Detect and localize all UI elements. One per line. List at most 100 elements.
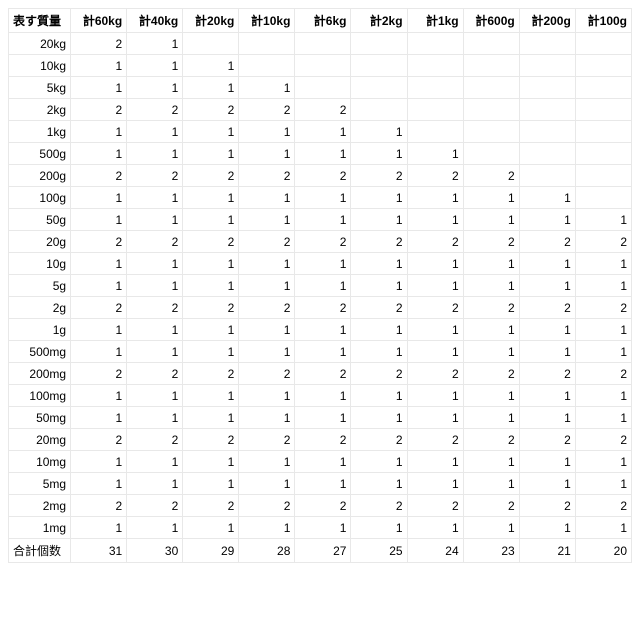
cell: 2 xyxy=(127,231,183,253)
cell: 1 xyxy=(463,517,519,539)
table-row: 200mg2222222222 xyxy=(9,363,632,385)
cell: 1 xyxy=(239,319,295,341)
cell: 1 xyxy=(239,473,295,495)
cell xyxy=(351,99,407,121)
cell: 1 xyxy=(71,209,127,231)
row-label: 50g xyxy=(9,209,71,231)
cell: 1 xyxy=(183,473,239,495)
cell: 1 xyxy=(295,517,351,539)
table-row: 1g1111111111 xyxy=(9,319,632,341)
row-label: 5g xyxy=(9,275,71,297)
cell: 2 xyxy=(127,165,183,187)
cell: 1 xyxy=(239,143,295,165)
cell: 2 xyxy=(239,99,295,121)
col-header: 計60kg xyxy=(71,9,127,33)
cell: 1 xyxy=(351,143,407,165)
row-label: 100g xyxy=(9,187,71,209)
cell xyxy=(519,165,575,187)
cell: 2 xyxy=(71,495,127,517)
cell: 1 xyxy=(519,253,575,275)
cell xyxy=(575,55,631,77)
cell: 1 xyxy=(183,275,239,297)
table-row: 50mg1111111111 xyxy=(9,407,632,429)
cell: 2 xyxy=(519,429,575,451)
cell: 1 xyxy=(519,517,575,539)
col-header: 計2kg xyxy=(351,9,407,33)
cell xyxy=(183,33,239,55)
cell: 2 xyxy=(351,165,407,187)
cell: 1 xyxy=(295,473,351,495)
cell xyxy=(407,77,463,99)
table-body: 20kg2110kg1115kg11112kg222221kg111111500… xyxy=(9,33,632,563)
cell: 1 xyxy=(575,407,631,429)
cell: 2 xyxy=(407,495,463,517)
cell: 1 xyxy=(71,517,127,539)
cell: 2 xyxy=(295,297,351,319)
row-label: 1g xyxy=(9,319,71,341)
cell xyxy=(239,33,295,55)
cell: 1 xyxy=(127,341,183,363)
cell: 1 xyxy=(295,341,351,363)
cell: 2 xyxy=(183,429,239,451)
cell xyxy=(239,55,295,77)
cell: 1 xyxy=(519,341,575,363)
table-row: 5mg1111111111 xyxy=(9,473,632,495)
cell: 2 xyxy=(407,429,463,451)
cell: 2 xyxy=(575,495,631,517)
row-label: 100mg xyxy=(9,385,71,407)
cell: 1 xyxy=(407,473,463,495)
cell: 1 xyxy=(575,341,631,363)
cell: 2 xyxy=(575,429,631,451)
cell: 2 xyxy=(351,297,407,319)
cell: 1 xyxy=(183,121,239,143)
cell: 2 xyxy=(351,495,407,517)
table-row: 合計個数31302928272524232120 xyxy=(9,539,632,563)
cell: 2 xyxy=(183,297,239,319)
cell: 2 xyxy=(463,297,519,319)
header-label: 表す質量 xyxy=(9,9,71,33)
cell: 2 xyxy=(519,231,575,253)
cell xyxy=(295,55,351,77)
table-row: 500g1111111 xyxy=(9,143,632,165)
cell: 1 xyxy=(463,319,519,341)
cell: 1 xyxy=(127,77,183,99)
cell: 2 xyxy=(575,297,631,319)
cell xyxy=(463,77,519,99)
col-header: 計1kg xyxy=(407,9,463,33)
cell xyxy=(351,55,407,77)
cell xyxy=(519,143,575,165)
cell: 1 xyxy=(127,209,183,231)
cell: 1 xyxy=(127,275,183,297)
cell: 1 xyxy=(463,341,519,363)
cell xyxy=(351,33,407,55)
cell: 2 xyxy=(127,297,183,319)
row-label: 500g xyxy=(9,143,71,165)
cell: 1 xyxy=(351,209,407,231)
cell xyxy=(575,77,631,99)
cell: 2 xyxy=(519,363,575,385)
cell xyxy=(519,33,575,55)
cell xyxy=(519,55,575,77)
cell: 1 xyxy=(295,121,351,143)
cell: 1 xyxy=(295,187,351,209)
cell xyxy=(519,77,575,99)
cell: 2 xyxy=(71,297,127,319)
cell: 1 xyxy=(239,209,295,231)
row-label: 2mg xyxy=(9,495,71,517)
cell: 20 xyxy=(575,539,631,563)
cell: 2 xyxy=(71,363,127,385)
col-header: 計40kg xyxy=(127,9,183,33)
cell: 2 xyxy=(71,429,127,451)
cell: 1 xyxy=(71,253,127,275)
cell: 1 xyxy=(127,451,183,473)
cell: 2 xyxy=(407,165,463,187)
table-row: 2kg22222 xyxy=(9,99,632,121)
cell: 1 xyxy=(351,385,407,407)
cell: 2 xyxy=(351,363,407,385)
row-label: 1mg xyxy=(9,517,71,539)
cell: 2 xyxy=(295,495,351,517)
cell: 1 xyxy=(351,517,407,539)
cell: 2 xyxy=(407,363,463,385)
cell: 1 xyxy=(183,517,239,539)
cell: 1 xyxy=(407,385,463,407)
